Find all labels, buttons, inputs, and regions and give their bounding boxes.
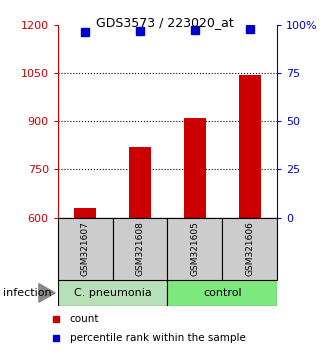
Bar bbox=[113, 218, 168, 280]
Bar bbox=[168, 218, 222, 280]
Text: control: control bbox=[203, 288, 242, 298]
Text: count: count bbox=[70, 314, 99, 324]
Text: GDS3573 / 223020_at: GDS3573 / 223020_at bbox=[96, 16, 234, 29]
Bar bbox=[168, 280, 277, 306]
Text: C. pneumonia: C. pneumonia bbox=[74, 288, 151, 298]
Bar bbox=[58, 218, 113, 280]
Bar bbox=[184, 118, 206, 218]
Bar bbox=[239, 75, 261, 218]
Polygon shape bbox=[39, 284, 55, 302]
Text: GSM321605: GSM321605 bbox=[190, 221, 199, 276]
Text: GSM321607: GSM321607 bbox=[81, 221, 90, 276]
Bar bbox=[129, 147, 151, 218]
Text: infection: infection bbox=[3, 288, 52, 298]
Bar bbox=[222, 218, 277, 280]
Text: GSM321608: GSM321608 bbox=[136, 221, 145, 276]
Bar bbox=[58, 280, 168, 306]
Bar bbox=[74, 208, 96, 218]
Text: percentile rank within the sample: percentile rank within the sample bbox=[70, 333, 246, 343]
Text: GSM321606: GSM321606 bbox=[245, 221, 254, 276]
